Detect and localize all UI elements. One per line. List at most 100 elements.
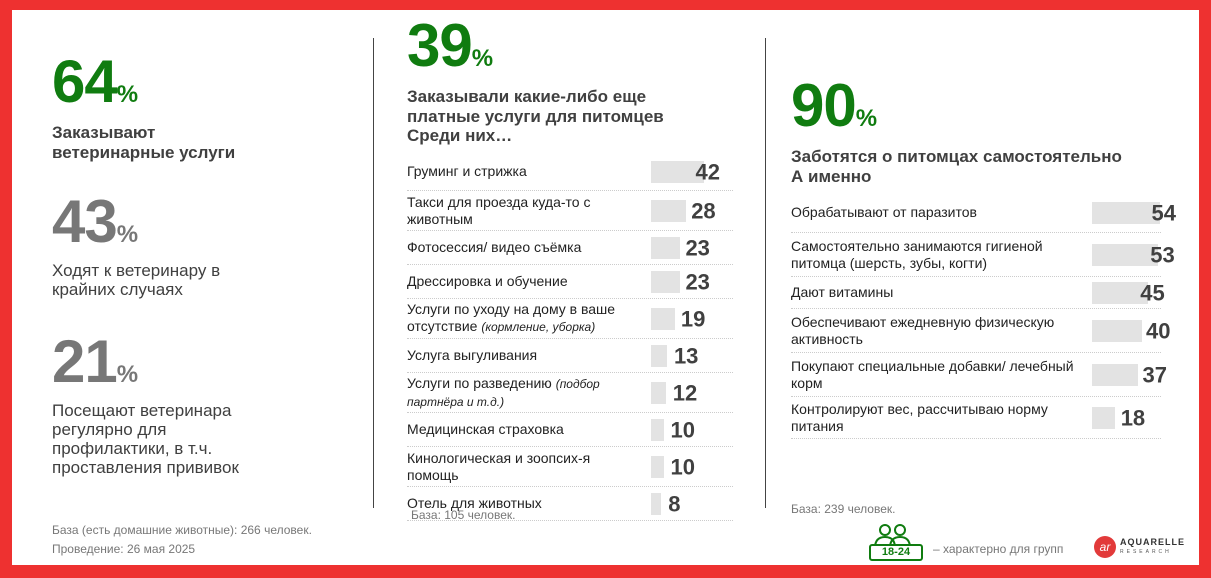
value-bar (651, 455, 664, 478)
item-value: 8 (668, 491, 681, 516)
item-label: Услуги по разведению (подбор партнёра и … (407, 375, 643, 411)
logo-mark: ar (1094, 536, 1116, 558)
stat-text: Заботятся о питомцах самостоятельно (791, 147, 1122, 166)
value-bar (1092, 319, 1142, 342)
percent-sign: % (116, 81, 139, 108)
list-item: Дают витамины 45 (791, 277, 1165, 309)
item-label-text: Кинологическая и зоопсих-я помощь (407, 449, 591, 483)
base-note: База (есть домашние животные): 266 челов… (52, 523, 312, 537)
item-label-text: Медицинская страховка (407, 421, 564, 437)
stat-value: 39 (407, 12, 473, 79)
item-label: Дрессировка и обучение (407, 273, 643, 290)
item-value: 23 (685, 235, 710, 260)
item-label-text: Услуга выгуливания (407, 347, 538, 363)
item-value: 45 (1140, 280, 1165, 305)
list-item: Дрессировка и обучение 23 (407, 265, 733, 299)
item-value: 54 (1151, 200, 1176, 225)
list-item: Услуга выгуливания 13 (407, 339, 733, 373)
item-label: Такси для проезда куда-то с животным (407, 194, 643, 228)
item-label: Услуги по уходу на дому в ваше отсутстви… (407, 301, 643, 336)
item-label-text: Обеспечивают ежедневную физическую актив… (791, 313, 1055, 347)
value-bar (1092, 243, 1159, 266)
item-note: (кормление, уборка) (481, 320, 596, 334)
stat-ordered-vet: 64% Заказывают ветеринарные услуги (52, 52, 262, 163)
item-label: Кинологическая и зоопсих-я помощь (407, 450, 643, 484)
age-badge: 18-24 (869, 544, 923, 561)
item-value: 18 (1120, 405, 1146, 430)
value-bar (651, 381, 666, 404)
item-value: 42 (695, 159, 720, 184)
item-value: 19 (680, 306, 706, 331)
people-icon (874, 524, 911, 549)
legend-text: – характерно для групп (933, 542, 1064, 556)
item-label-text: Отель для животных (407, 495, 542, 511)
divider (765, 38, 766, 508)
value-bar (651, 307, 675, 330)
stat-value: 64 (52, 48, 118, 115)
subheading: А именно (791, 167, 872, 186)
base-note: База: 239 человек. (791, 502, 896, 516)
stat-text: Посещают ветеринара регулярно для профил… (52, 401, 239, 477)
item-value: 12 (672, 380, 698, 405)
item-label: Контролируют вес, рассчитываю норму пита… (791, 401, 1084, 435)
stat-regular-vet: 21% Посещают ветеринара регулярно для пр… (52, 332, 267, 478)
survey-date: Проведение: 26 мая 2025 (52, 542, 196, 556)
services-list: Груминг и стрижка 42 Такси для проезда куд… (407, 153, 733, 521)
item-label: Самостоятельно занимаются гигиеной питом… (791, 238, 1084, 272)
list-item: Покупают специальные добавки/ лечебный к… (791, 353, 1167, 397)
item-label-text: Услуги по разведению (407, 374, 552, 391)
infographic-panel: 64% Заказывают ветеринарные услуги 43% Х… (12, 10, 1199, 565)
item-label-text: Фотосессия/ видео съёмка (407, 239, 582, 255)
value-bar (651, 270, 680, 293)
value-bar (1092, 201, 1160, 224)
stat-text: Ходят к ветеринару в крайних случаях (52, 261, 221, 299)
item-label-text: Контролируют вес, рассчитываю норму пита… (791, 400, 1048, 434)
item-label-text: Груминг и стрижка (407, 163, 527, 179)
value-bar (651, 236, 680, 259)
value-bar (651, 418, 664, 441)
subheading: Среди них… (407, 126, 513, 145)
item-value: 10 (670, 417, 695, 442)
stat-value: 21 (52, 328, 118, 395)
item-label: Услуга выгуливания (407, 347, 643, 364)
item-label-text: Дрессировка и обучение (407, 273, 568, 289)
item-label-text: Обрабатывают от паразитов (791, 204, 977, 220)
percent-sign: % (116, 221, 139, 248)
list-item: Услуги по разведению (подбор партнёра и … (407, 373, 733, 413)
stat-value: 43 (52, 188, 118, 255)
item-label: Обеспечивают ежедневную физическую актив… (791, 314, 1084, 348)
item-value: 23 (685, 269, 710, 294)
value-bar (1092, 281, 1149, 304)
list-item: Контролируют вес, рассчитываю норму пита… (791, 397, 1161, 439)
value-bar (651, 199, 686, 222)
item-value: 37 (1142, 362, 1168, 387)
list-item: Кинологическая и зоопсих-я помощь 10 (407, 447, 733, 487)
item-label-text: Покупают специальные добавки/ лечебный к… (791, 357, 1074, 391)
value-bar (651, 160, 704, 183)
item-label-text: Самостоятельно занимаются гигиеной питом… (791, 237, 1043, 271)
stat-self-care: 90% Заботятся о питомцах самостоятельно (791, 76, 1122, 167)
list-item: Обрабатывают от паразитов 54 (791, 193, 1176, 233)
item-value: 10 (670, 454, 695, 479)
list-item: Самостоятельно занимаются гигиеной питом… (791, 233, 1175, 277)
item-label: Медицинская страховка (407, 421, 643, 438)
stat-other-services: 39% Заказывали какие-либо еще платные ус… (407, 16, 687, 127)
self-care-list: Обрабатывают от паразитов 54 Самостоятельн… (791, 193, 1176, 439)
item-label: Покупают специальные добавки/ лечебный к… (791, 358, 1084, 392)
item-label: Фотосессия/ видео съёмка (407, 239, 643, 256)
percent-sign: % (855, 105, 878, 132)
item-label-text: Такси для проезда куда-то с животным (407, 193, 591, 227)
value-bar (651, 344, 668, 367)
stat-text: Заказывали какие-либо еще платные услуги… (407, 87, 664, 126)
item-value: 40 (1146, 318, 1171, 343)
stat-emergency-vet: 43% Ходят к ветеринару в крайних случаях (52, 192, 252, 300)
item-label-text: Дают витамины (791, 284, 894, 300)
item-value: 28 (691, 198, 716, 223)
logo-sub: RESEARCH (1120, 549, 1172, 555)
stat-value: 90 (791, 72, 857, 139)
list-item: Груминг и стрижка 42 (407, 153, 733, 191)
item-note: (подбор партнёра и т.д.) (407, 376, 600, 409)
list-item: Фотосессия/ видео съёмка 23 (407, 231, 733, 265)
item-label: Обрабатывают от паразитов (791, 204, 1084, 221)
base-note: База: 105 человек. (411, 508, 516, 522)
